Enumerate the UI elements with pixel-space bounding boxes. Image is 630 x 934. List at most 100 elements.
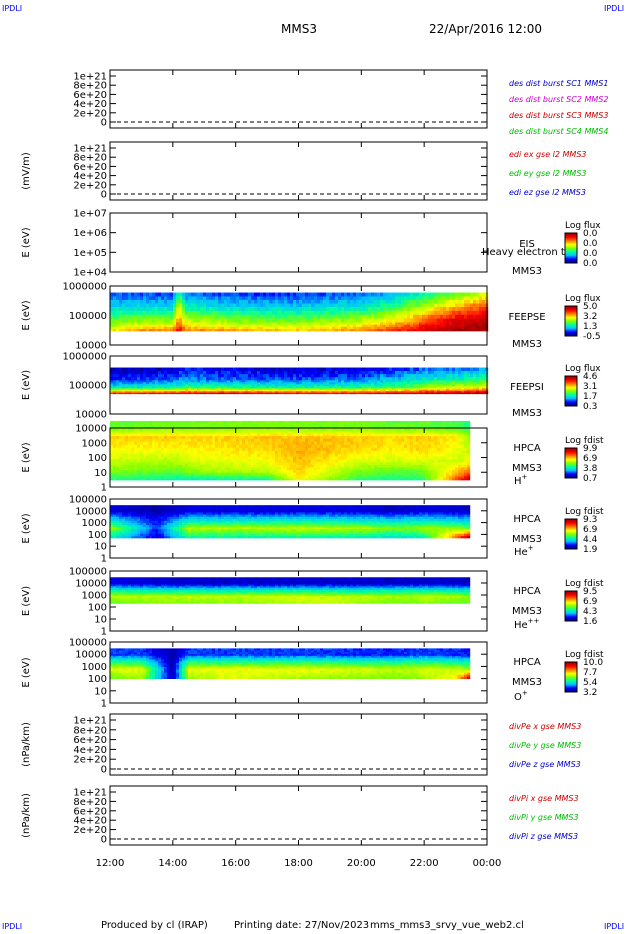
heatmap-cell <box>212 383 216 387</box>
heatmap-cell <box>125 318 129 323</box>
heatmap-cell <box>272 324 276 327</box>
heatmap-cell <box>152 314 156 319</box>
heatmap-cell <box>191 326 195 330</box>
heatmap-cell <box>461 303 465 308</box>
heatmap-cell <box>269 430 273 434</box>
heatmap-cell <box>341 292 345 297</box>
heatmap-cell <box>212 299 216 304</box>
heatmap-cell <box>269 370 273 375</box>
heatmap-cell <box>437 326 441 330</box>
heatmap-cell <box>176 314 180 319</box>
heatmap-cell <box>191 459 195 463</box>
heatmap-cell <box>275 428 279 431</box>
heatmap-cell <box>116 326 120 330</box>
heatmap-cell <box>152 322 156 325</box>
legend-entry: edi ez gse l2 MMS3 <box>509 188 586 197</box>
heatmap-cell <box>167 383 171 387</box>
heatmap-cell <box>149 387 153 390</box>
heatmap-cell <box>230 441 234 445</box>
heatmap-cell <box>353 292 357 297</box>
heatmap-cell <box>209 476 213 479</box>
heatmap-cell <box>419 314 423 319</box>
heatmap-cell <box>149 328 153 332</box>
colorbar-cell <box>565 383 577 385</box>
heatmap-cell <box>170 370 174 375</box>
heatmap-cell <box>146 383 150 387</box>
heatmap-cell <box>239 385 243 389</box>
heatmap-cell <box>158 299 162 304</box>
heatmap-cell <box>371 381 375 385</box>
heatmap-cell <box>134 426 138 429</box>
heatmap-cell <box>254 379 258 383</box>
heatmap-cell <box>161 392 165 395</box>
heatmap-cell <box>200 430 204 434</box>
heatmap-cell <box>173 472 177 475</box>
heatmap-cell <box>224 472 228 475</box>
heatmap-cell <box>452 322 456 325</box>
heatmap-cell <box>341 376 345 381</box>
heatmap-cell <box>113 392 117 395</box>
heatmap-cell <box>371 376 375 381</box>
heatmap-cell <box>215 444 219 448</box>
heatmap-cell <box>143 441 147 445</box>
heatmap-cell <box>239 370 243 375</box>
heatmap-cell <box>329 389 333 392</box>
heatmap-cell <box>113 464 117 468</box>
heatmap-cell <box>134 303 138 308</box>
heatmap-cell <box>476 328 480 332</box>
heatmap-cell <box>140 430 144 434</box>
heatmap-cell <box>386 387 390 390</box>
heatmap-cell <box>233 438 237 442</box>
heatmap-cell <box>275 387 279 390</box>
heatmap-cell <box>434 292 438 297</box>
heatmap-cell <box>284 326 288 330</box>
heatmap-cell <box>203 387 207 390</box>
heatmap-cell <box>110 430 114 434</box>
heatmap-cell <box>191 450 195 454</box>
heatmap-cell <box>245 310 249 315</box>
heatmap-cell <box>311 390 315 393</box>
heatmap-cell <box>296 296 300 300</box>
heatmap-cell <box>377 389 381 392</box>
heatmap-cell <box>440 306 444 311</box>
heatmap-cell <box>353 390 357 393</box>
heatmap-cell <box>161 314 165 319</box>
heatmap-cell <box>455 318 459 323</box>
heatmap-cell <box>155 456 159 460</box>
heatmap-cell <box>164 306 168 311</box>
heatmap-cell <box>326 299 330 304</box>
heatmap-cell <box>242 370 246 375</box>
heatmap-cell <box>305 303 309 308</box>
heatmap-cell <box>278 326 282 330</box>
heatmap-cell <box>260 478 264 481</box>
heatmap-cell <box>239 459 243 463</box>
heatmap-cell <box>119 474 123 477</box>
heatmap-cell <box>119 292 123 297</box>
heatmap-cell <box>212 379 216 383</box>
heatmap-cell <box>203 328 207 332</box>
heatmap-cell <box>362 314 366 319</box>
heatmap-cell <box>308 373 312 378</box>
heatmap-cell <box>374 387 378 390</box>
heatmap-cell <box>257 389 261 392</box>
heatmap-cell <box>158 422 162 425</box>
heatmap-cell <box>176 450 180 454</box>
heatmap-cell <box>242 390 246 393</box>
heatmap-cell <box>125 314 129 319</box>
heatmap-cell <box>176 306 180 311</box>
heatmap-cell <box>146 385 150 389</box>
heatmap-cell <box>239 326 243 330</box>
heatmap-cell <box>314 456 318 460</box>
heatmap-cell <box>239 367 243 372</box>
heatmap-cell <box>137 387 141 390</box>
heatmap-cell <box>212 390 216 393</box>
heatmap-cell <box>173 310 177 315</box>
heatmap-cell <box>254 444 258 448</box>
heatmap-cell <box>140 426 144 429</box>
heatmap-cell <box>434 324 438 327</box>
heatmap-cell <box>332 379 336 383</box>
heatmap-cell <box>137 467 141 471</box>
heatmap-cell <box>398 385 402 389</box>
heatmap-cell <box>227 322 231 325</box>
heatmap-cell <box>227 376 231 381</box>
